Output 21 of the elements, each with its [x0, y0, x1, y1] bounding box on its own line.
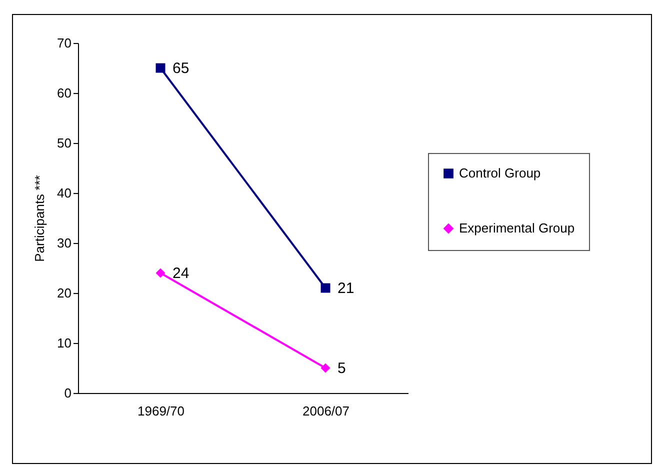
data-label: 65 — [172, 60, 190, 77]
y-tick-label: 20 — [57, 286, 72, 300]
y-tick-label: 0 — [64, 386, 72, 400]
y-tick-label: 60 — [57, 86, 72, 100]
y-tick-label: 40 — [57, 186, 72, 200]
x-tick-label: 1969/70 — [138, 404, 184, 418]
x-tick-label: 2006/07 — [302, 404, 350, 418]
y-tick-label: 30 — [57, 236, 72, 250]
point — [156, 63, 166, 73]
y-tick-label: 50 — [57, 136, 72, 150]
legend-label: Experimental Group — [459, 220, 575, 236]
point — [320, 363, 330, 373]
y-axis-title: Participants *** — [32, 175, 48, 262]
y-tick-label: 70 — [57, 36, 72, 50]
y-tick-label: 10 — [57, 336, 72, 350]
legend-label: Control Group — [459, 166, 541, 180]
data-label: 5 — [338, 360, 346, 377]
point — [156, 268, 166, 278]
data-label: 24 — [172, 265, 190, 282]
data-label: 21 — [338, 280, 354, 297]
point — [320, 283, 330, 293]
